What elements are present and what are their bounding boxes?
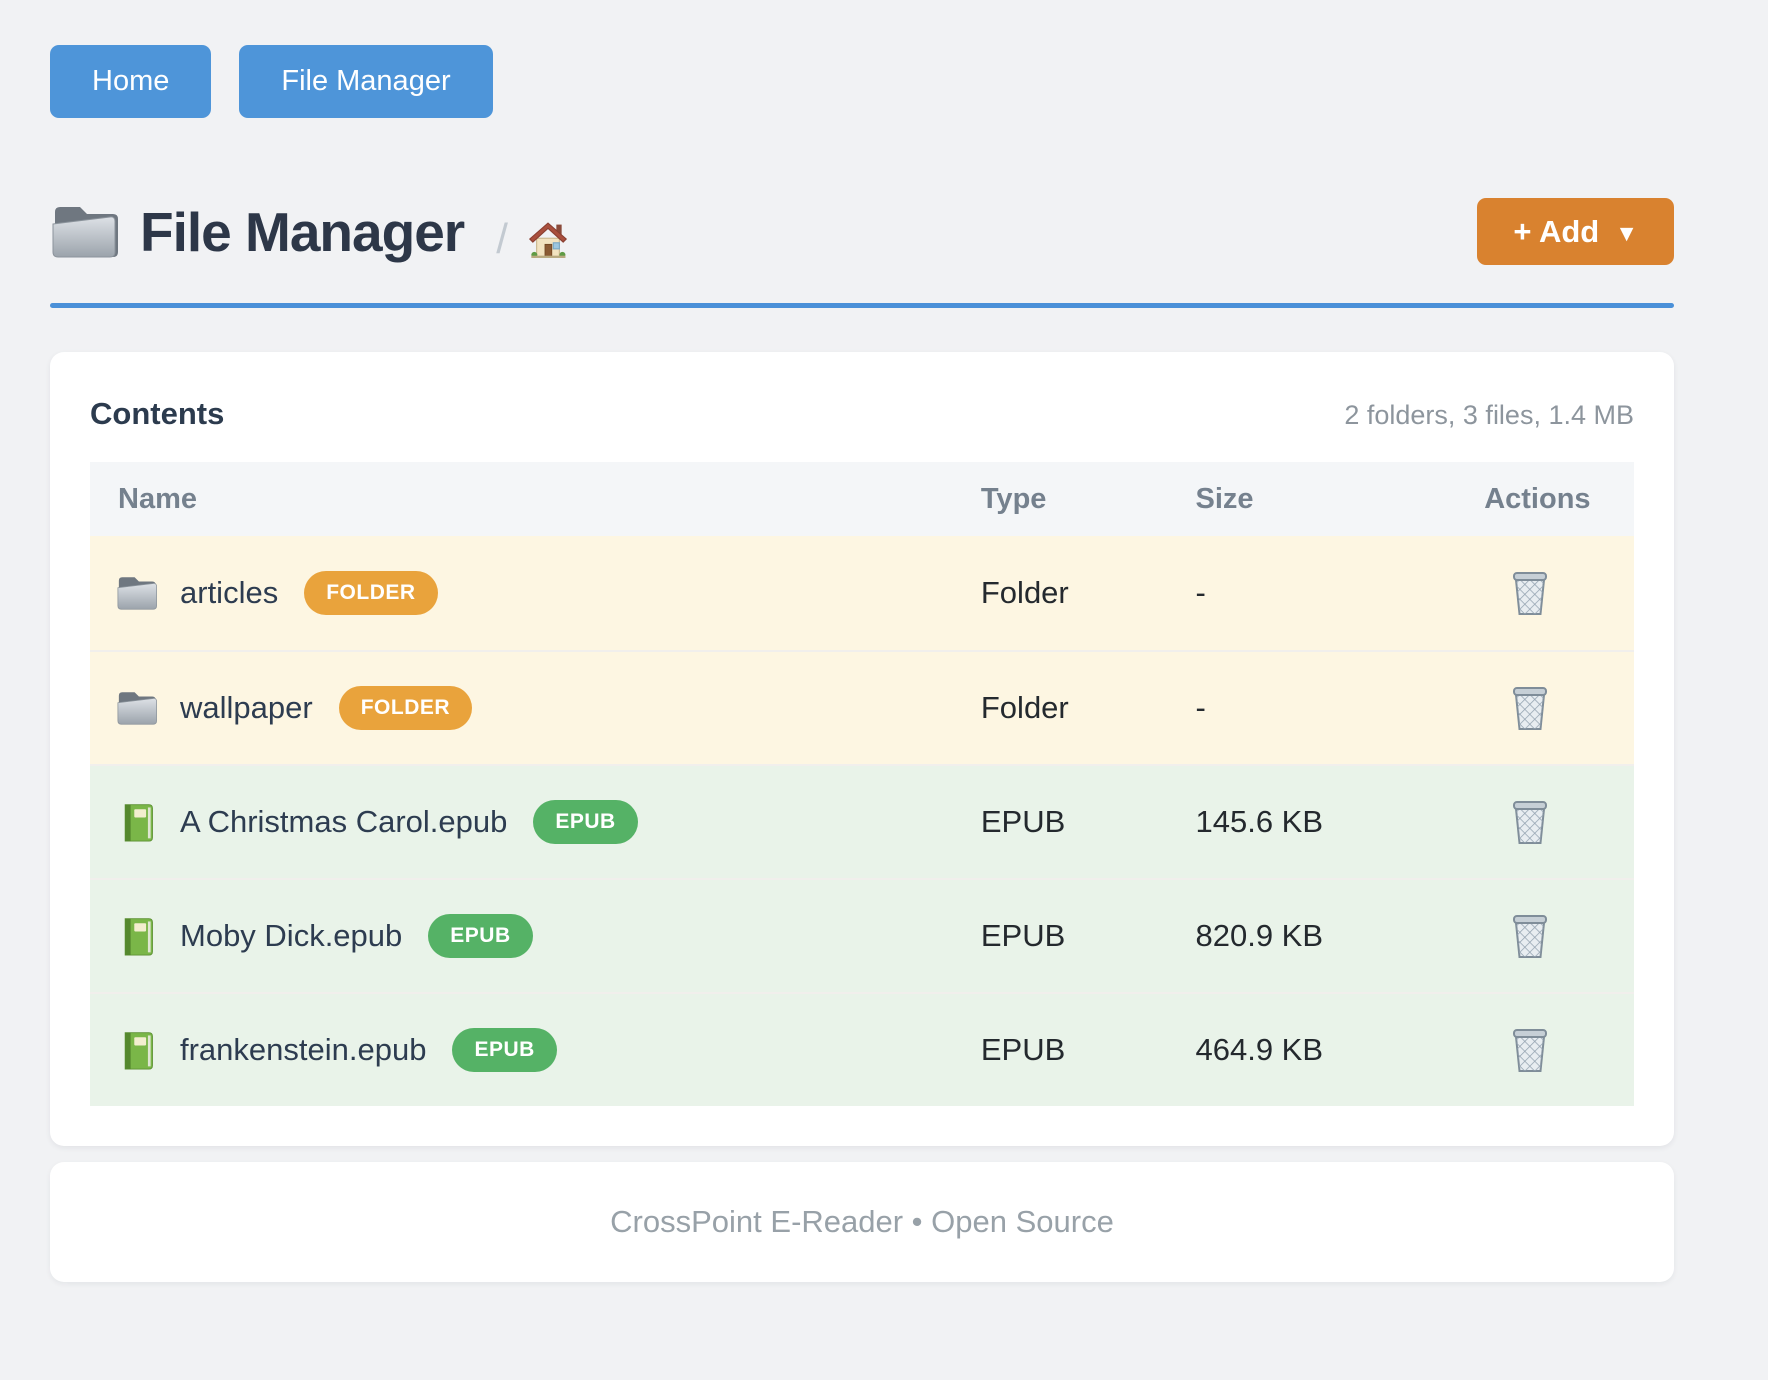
contents-title: Contents: [90, 396, 225, 431]
file-name-link[interactable]: A Christmas Carol.epub: [180, 804, 508, 839]
actions-cell: [1484, 1026, 1634, 1074]
delete-button[interactable]: [1510, 569, 1550, 617]
table-row: wallpaper FOLDER Folder -: [90, 650, 1634, 764]
folder-icon: [50, 202, 118, 262]
wastebasket-icon: [1510, 687, 1550, 735]
file-size: 145.6 KB: [1195, 804, 1324, 839]
table-row: frankenstein.epub EPUB EPUB 464.9 KB: [90, 992, 1634, 1106]
page-header-left: File Manager /: [50, 200, 570, 264]
table-row: articles FOLDER Folder -: [90, 536, 1634, 650]
file-type-badge: EPUB: [428, 914, 533, 958]
file-size: -: [1195, 690, 1206, 725]
name-cell: Moby Dick.epub EPUB: [90, 914, 981, 958]
footer-card: CrossPoint E-Reader • Open Source: [50, 1162, 1674, 1282]
green-book-icon: [116, 802, 158, 842]
table-body: articles FOLDER Folder -: [90, 536, 1634, 1106]
caret-down-icon: ▼: [1615, 220, 1638, 246]
column-header-name: Name: [118, 482, 197, 515]
name-cell: A Christmas Carol.epub EPUB: [90, 800, 981, 844]
actions-cell: [1484, 798, 1634, 846]
breadcrumb: /: [496, 215, 570, 263]
actions-cell: [1484, 684, 1634, 732]
top-nav: Home File Manager: [50, 0, 1674, 118]
table-row: A Christmas Carol.epub EPUB EPUB 145.6 K…: [90, 764, 1634, 878]
file-type-badge: EPUB: [533, 800, 638, 844]
file-type-badge: FOLDER: [304, 571, 438, 615]
add-button-label: + Add: [1513, 213, 1600, 249]
file-name-link[interactable]: wallpaper: [180, 690, 313, 725]
header-rule: [50, 303, 1674, 308]
folder-icon: [116, 573, 158, 613]
breadcrumb-home[interactable]: [526, 217, 570, 261]
wastebasket-icon: [1510, 915, 1550, 963]
green-book-icon: [116, 916, 158, 956]
wastebasket-icon: [1510, 1029, 1550, 1077]
table-header-row: Name Type Size Actions: [90, 462, 1634, 536]
file-type: EPUB: [980, 918, 1066, 953]
wastebasket-icon: [1510, 801, 1550, 849]
file-size: 464.9 KB: [1195, 1032, 1324, 1067]
house-icon: [526, 221, 570, 264]
column-header-size: Size: [1195, 482, 1254, 515]
folder-icon: [116, 688, 158, 728]
add-button[interactable]: + Add ▼: [1477, 198, 1674, 265]
file-name-link[interactable]: frankenstein.epub: [180, 1032, 427, 1067]
contents-card-header: Contents 2 folders, 3 files, 1.4 MB: [90, 390, 1634, 432]
page-title: File Manager: [140, 200, 465, 263]
delete-button[interactable]: [1510, 798, 1550, 846]
contents-card: Contents 2 folders, 3 files, 1.4 MB Name…: [50, 352, 1674, 1146]
contents-summary: 2 folders, 3 files, 1.4 MB: [1344, 400, 1634, 430]
file-type-badge: EPUB: [452, 1028, 557, 1072]
file-table: Name Type Size Actions: [90, 462, 1634, 1106]
file-size: -: [1195, 575, 1206, 610]
delete-button[interactable]: [1510, 912, 1550, 960]
page-header: File Manager /: [50, 198, 1674, 265]
column-header-actions: Actions: [1484, 482, 1591, 515]
page: Home File Manager File Manager /: [50, 0, 1674, 1282]
file-type: Folder: [980, 690, 1069, 725]
column-header-type: Type: [980, 482, 1047, 515]
file-manager-button[interactable]: File Manager: [239, 45, 493, 118]
home-button[interactable]: Home: [50, 45, 212, 118]
name-cell: frankenstein.epub EPUB: [90, 1028, 981, 1072]
green-book-icon: [116, 1030, 158, 1070]
file-type-badge: FOLDER: [338, 686, 473, 730]
footer-text: CrossPoint E-Reader • Open Source: [610, 1204, 1114, 1239]
file-name-link[interactable]: Moby Dick.epub: [180, 918, 403, 953]
wastebasket-icon: [1510, 572, 1550, 620]
name-cell: wallpaper FOLDER: [90, 686, 981, 730]
actions-cell: [1484, 912, 1634, 960]
delete-button[interactable]: [1510, 684, 1550, 732]
table-row: Moby Dick.epub EPUB EPUB 820.9 KB: [90, 878, 1634, 992]
breadcrumb-separator: /: [496, 214, 508, 262]
file-name-link[interactable]: articles: [180, 575, 279, 610]
actions-cell: [1484, 569, 1634, 617]
delete-button[interactable]: [1510, 1026, 1550, 1074]
file-size: 820.9 KB: [1195, 918, 1324, 953]
file-type: EPUB: [980, 804, 1066, 839]
file-type: EPUB: [980, 1032, 1066, 1067]
file-type: Folder: [980, 575, 1069, 610]
name-cell: articles FOLDER: [90, 571, 981, 615]
